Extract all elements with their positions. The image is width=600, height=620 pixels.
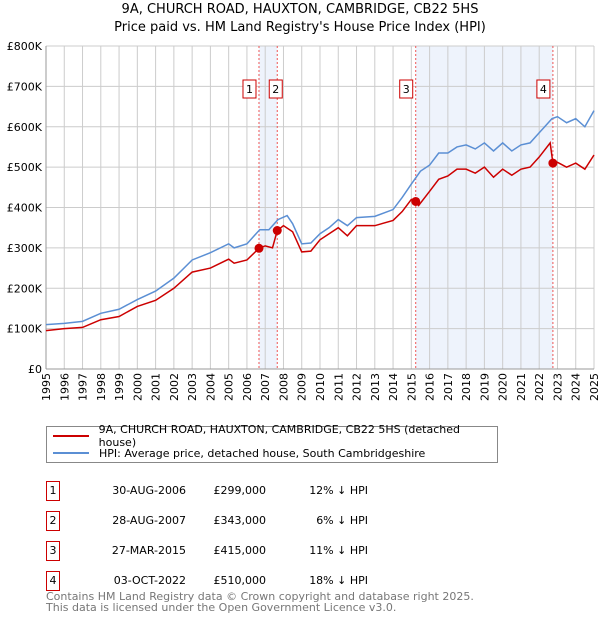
x-tick-label: 2002 [168,373,181,401]
x-tick-label: 2025 [588,373,600,401]
legend-item-property: 9A, CHURCH ROAD, HAUXTON, CAMBRIDGE, CB2… [47,423,497,449]
x-tick-label: 2024 [570,373,583,401]
sale-point [254,243,264,253]
y-tick-label: £300K [7,242,43,255]
sale-point [272,226,282,236]
sale-date: 03-OCT-2022 [113,574,186,587]
x-tick-label: 2019 [478,373,491,401]
x-tick-label: 2010 [314,373,327,401]
x-tick-label: 2017 [442,373,455,401]
x-tick-label: 2014 [387,373,400,401]
y-tick-label: £600K [7,121,43,134]
x-tick-label: 2021 [515,373,528,401]
footer-line-2: This data is licensed under the Open Gov… [46,601,397,614]
x-tick-label: 2016 [424,373,437,401]
footer-line-1: Contains HM Land Registry data © Crown c… [46,590,474,603]
sale-number: 1 [46,481,60,501]
legend-item-hpi: HPI: Average price, detached house, Sout… [47,445,425,461]
sale-date: 30-AUG-2006 [112,484,186,497]
sale-price: £510,000 [213,574,267,587]
legend: 9A, CHURCH ROAD, HAUXTON, CAMBRIDGE, CB2… [46,423,498,463]
sale-marker-label: 4 [540,83,547,96]
sale-hpi-diff: 18% ↓ HPI [309,574,368,587]
y-tick-label: £200K [7,282,43,295]
sale-hpi-diff: 6% ↓ HPI [316,514,368,527]
legend-label: HPI: Average price, detached house, Sout… [99,446,426,460]
y-tick-label: £400K [7,202,43,215]
legend-swatch-red [53,435,89,437]
sale-price: £415,000 [213,544,267,557]
x-tick-label: 1998 [95,373,108,401]
sale-marker-label: 1 [246,83,253,96]
x-tick-label: 2008 [277,373,290,401]
y-tick-label: £0 [28,363,42,376]
x-tick-label: 1996 [58,373,71,401]
x-tick-label: 2020 [497,373,510,401]
x-tick-label: 1995 [40,373,53,401]
sale-price: £343,000 [213,514,267,527]
x-tick-label: 2015 [405,373,418,401]
x-tick-label: 2012 [351,373,364,401]
y-tick-label: £700K [7,80,43,93]
x-tick-label: 2004 [204,373,217,401]
x-tick-label: 2018 [460,373,473,401]
x-tick-label: 2001 [150,373,163,401]
price-paid-line [45,141,595,332]
x-tick-label: 2007 [259,373,272,401]
sale-date: 27-MAR-2015 [111,544,186,557]
legend-label: 9A, CHURCH ROAD, HAUXTON, CAMBRIDGE, CB2… [98,423,460,449]
footer: Contains HM Land Registry data © Crown c… [46,591,474,613]
sale-number: 3 [46,541,60,561]
x-tick-label: 2006 [241,373,254,401]
sale-point [411,196,421,206]
sale-marker-box [399,79,414,99]
sale-marker-label: 2 [272,83,279,96]
x-tick-label: 1999 [113,373,126,401]
x-tick-label: 2000 [131,373,144,401]
sale-marker-label: 3 [403,83,410,96]
x-tick-label: 2011 [332,373,345,401]
sale-number: 2 [46,511,60,531]
x-tick-label: 1997 [77,373,90,401]
sale-marker-box [242,79,257,99]
sale-hpi-diff: 12% ↓ HPI [309,484,368,497]
y-tick-label: £100K [7,323,43,336]
x-tick-label: 2013 [369,373,382,401]
sale-hpi-diff: 11% ↓ HPI [309,544,368,557]
x-tick-label: 2022 [533,373,546,401]
chart-title: 9A, CHURCH ROAD, HAUXTON, CAMBRIDGE, CB2… [121,2,479,17]
y-tick-label: £800K [7,40,43,53]
sale-date: 28-AUG-2007 [112,514,186,527]
legend-swatch-blue [53,452,89,454]
sale-point [548,158,558,168]
sale-number: 4 [46,571,60,591]
chart-subtitle: Price paid vs. HM Land Registry's House … [114,20,486,35]
x-tick-label: 2003 [186,373,199,401]
x-tick-label: 2005 [223,373,236,401]
sale-marker-box [268,79,283,99]
x-tick-label: 2023 [551,373,564,401]
sale-price: £299,000 [213,484,267,497]
sale-marker-box [536,79,551,99]
plot-area: 1995 1996 1997 1998 1999 2000 2001 2002 2003 2004… [7,40,600,401]
y-tick-label: £500K [7,161,43,174]
x-tick-label: 2009 [296,373,309,401]
hpi-line [45,110,595,326]
